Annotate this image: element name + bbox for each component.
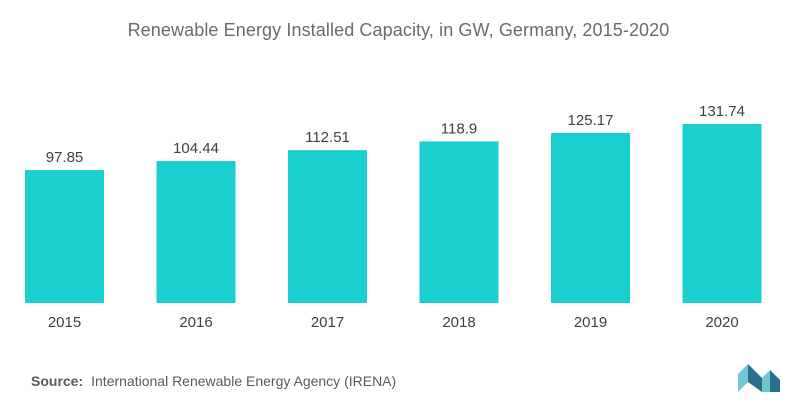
bar-2015: [25, 170, 104, 303]
bar-2020: [682, 124, 762, 303]
source-label: Source:: [31, 373, 84, 389]
bar-2016: [156, 161, 236, 303]
x-tick-2018: 2018: [442, 314, 475, 331]
mordor-logo-icon: [738, 364, 780, 392]
x-tick-labels-group: 2015 2016 2017 2018 2019 2020: [48, 314, 739, 331]
value-label-2019: 125.17: [568, 112, 614, 129]
x-tick-2015: 2015: [48, 314, 81, 331]
value-label-2017: 112.51: [305, 129, 350, 146]
x-tick-2016: 2016: [179, 314, 212, 331]
value-label-2018: 118.9: [441, 120, 477, 137]
value-label-2020: 131.74: [699, 103, 745, 120]
value-label-2015: 97.85: [46, 149, 84, 166]
source-text: International Renewable Energy Agency (I…: [91, 373, 397, 389]
x-tick-2017: 2017: [311, 314, 344, 331]
source-note: Source: International Renewable Energy Ag…: [31, 373, 396, 389]
bar-2017: [288, 150, 367, 303]
bar-2018: [419, 141, 499, 303]
x-tick-2019: 2019: [574, 314, 607, 331]
chart-title: Renewable Energy Installed Capacity, in …: [127, 20, 670, 40]
x-tick-2020: 2020: [705, 314, 738, 331]
bar-2019: [551, 132, 630, 303]
bars-group: [25, 124, 762, 303]
value-labels-group: 97.85 104.44 112.51 118.9 125.17 131.74: [46, 103, 745, 166]
value-label-2016: 104.44: [173, 140, 219, 157]
